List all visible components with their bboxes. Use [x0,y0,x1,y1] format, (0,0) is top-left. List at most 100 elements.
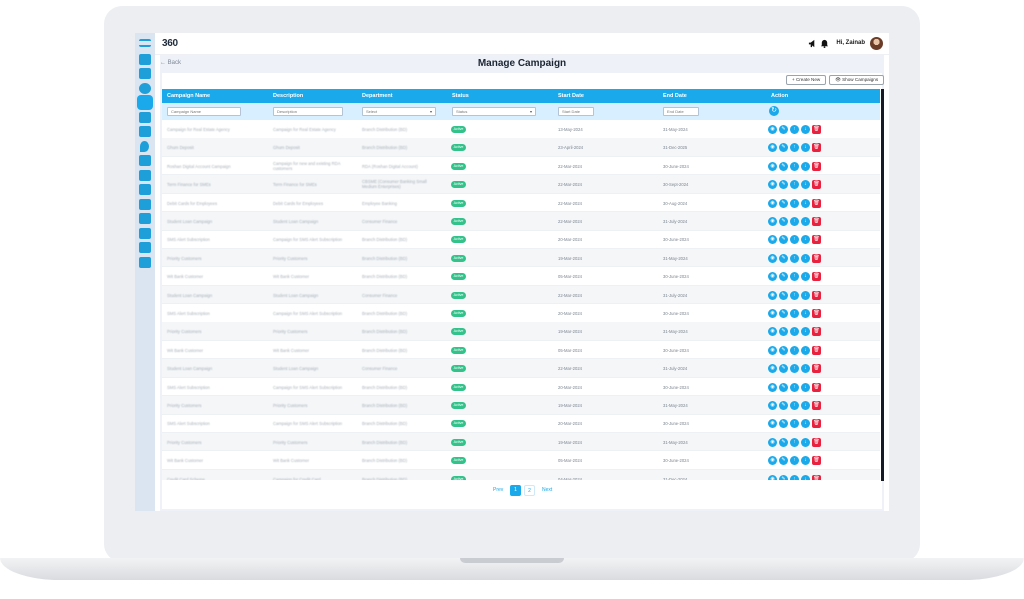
edit-icon[interactable]: ✎ [779,253,788,263]
delete-icon[interactable]: 🗑 [812,364,821,374]
delete-icon[interactable]: 🗑 [812,309,821,318]
edit-icon[interactable]: ✎ [779,272,788,282]
delete-icon[interactable]: 🗑 [812,272,821,282]
upload-icon[interactable]: ↑ [790,161,799,171]
download-icon[interactable]: ↓ [801,419,810,429]
upload-icon[interactable]: ↑ [790,272,799,282]
edit-icon[interactable]: ✎ [779,217,788,226]
upload-icon[interactable]: ↑ [790,419,799,429]
col-description[interactable]: Description [273,93,304,99]
view-icon[interactable]: ◉ [768,235,777,245]
upload-icon[interactable]: ↑ [790,198,799,208]
users-icon[interactable] [139,68,151,79]
filter-department[interactable]: Select ▾ [362,107,436,116]
bell-icon[interactable] [820,39,829,48]
edit-icon[interactable]: ✎ [779,437,788,447]
create-new-button[interactable]: + Create New [786,75,827,85]
view-icon[interactable]: ◉ [768,456,777,466]
filter-description[interactable]: Description [273,107,343,116]
page-1-button[interactable]: 1 [510,485,521,496]
delete-icon[interactable]: 🗑 [812,474,821,480]
edit-icon[interactable]: ✎ [779,345,788,355]
avatar[interactable] [870,37,883,50]
download-icon[interactable]: ↓ [801,217,810,226]
view-icon[interactable]: ◉ [768,382,777,392]
view-icon[interactable]: ◉ [768,290,777,300]
edit-icon[interactable]: ✎ [779,401,788,410]
view-icon[interactable]: ◉ [768,180,777,190]
download-icon[interactable]: ↓ [801,437,810,447]
edit-icon[interactable]: ✎ [779,419,788,429]
delete-icon[interactable]: 🗑 [812,143,821,153]
filter-start-date[interactable]: Start Date [558,107,594,116]
filter-status[interactable]: Status ▾ [452,107,536,116]
target-icon[interactable] [139,82,151,94]
view-icon[interactable]: ◉ [768,345,777,355]
edit-icon[interactable]: ✎ [779,456,788,466]
view-icon[interactable]: ◉ [768,327,777,337]
col-end-date[interactable]: End Date [663,93,687,99]
view-icon[interactable]: ◉ [768,419,777,429]
download-icon[interactable]: ↓ [801,143,810,153]
download-icon[interactable]: ↓ [801,401,810,410]
reset-icon[interactable]: ↻ [769,106,779,116]
download-icon[interactable]: ↓ [801,345,810,355]
next-page-button[interactable]: Next [542,487,553,493]
menu-icon[interactable] [139,39,151,47]
delete-icon[interactable]: 🗑 [812,253,821,263]
download-icon[interactable]: ↓ [801,290,810,300]
upload-icon[interactable]: ↑ [790,235,799,245]
upload-icon[interactable]: ↑ [790,456,799,466]
upload-icon[interactable]: ↑ [790,382,799,392]
delete-icon[interactable]: 🗑 [812,290,821,300]
view-icon[interactable]: ◉ [768,161,777,171]
upload-icon[interactable]: ↑ [790,217,799,226]
delete-icon[interactable]: 🗑 [812,382,821,392]
scrollbar[interactable] [881,89,884,481]
file-icon[interactable] [139,184,151,195]
edit-icon[interactable]: ✎ [779,309,788,318]
col-status[interactable]: Status [452,93,469,99]
download-icon[interactable]: ↓ [801,161,810,171]
logout-icon[interactable] [139,256,151,268]
view-icon[interactable]: ◉ [768,125,777,134]
edit-icon[interactable]: ✎ [779,198,788,208]
edit-icon[interactable]: ✎ [779,125,788,134]
home-icon[interactable] [139,53,151,65]
upload-icon[interactable]: ↑ [790,401,799,410]
col-start-date[interactable]: Start Date [558,93,584,99]
upload-icon[interactable]: ↑ [790,437,799,447]
delete-icon[interactable]: 🗑 [812,161,821,171]
filter-campaign-name[interactable]: Campaign Name [167,107,241,116]
megaphone-icon[interactable] [808,39,817,48]
upload-icon[interactable]: ↑ [790,290,799,300]
col-department[interactable]: Department [362,93,393,99]
download-icon[interactable]: ↓ [801,382,810,392]
view-icon[interactable]: ◉ [768,474,777,480]
money-icon[interactable] [139,169,151,181]
page-2-button[interactable]: 2 [524,485,535,496]
report-icon[interactable] [139,111,151,123]
edit-icon[interactable]: ✎ [779,327,788,337]
download-icon[interactable]: ↓ [801,235,810,245]
upload-icon[interactable]: ↑ [790,345,799,355]
download-icon[interactable]: ↓ [801,180,810,190]
download-icon[interactable]: ↓ [801,309,810,318]
calendar-icon[interactable] [139,155,151,166]
view-icon[interactable]: ◉ [768,253,777,263]
download-icon[interactable]: ↓ [801,327,810,337]
back-button[interactable]: ← Back [160,60,181,66]
edit-icon[interactable]: ✎ [779,143,788,153]
edit-icon[interactable]: ✎ [779,474,788,480]
upload-icon[interactable]: ↑ [790,327,799,337]
chart-icon[interactable] [139,242,151,253]
download-icon[interactable]: ↓ [801,125,810,134]
view-icon[interactable]: ◉ [768,364,777,374]
delete-icon[interactable]: 🗑 [812,345,821,355]
delete-icon[interactable]: 🗑 [812,235,821,245]
download-icon[interactable]: ↓ [801,272,810,282]
edit-icon[interactable]: ✎ [779,161,788,171]
view-icon[interactable]: ◉ [768,143,777,153]
view-icon[interactable]: ◉ [768,401,777,410]
edit-icon[interactable]: ✎ [779,180,788,190]
